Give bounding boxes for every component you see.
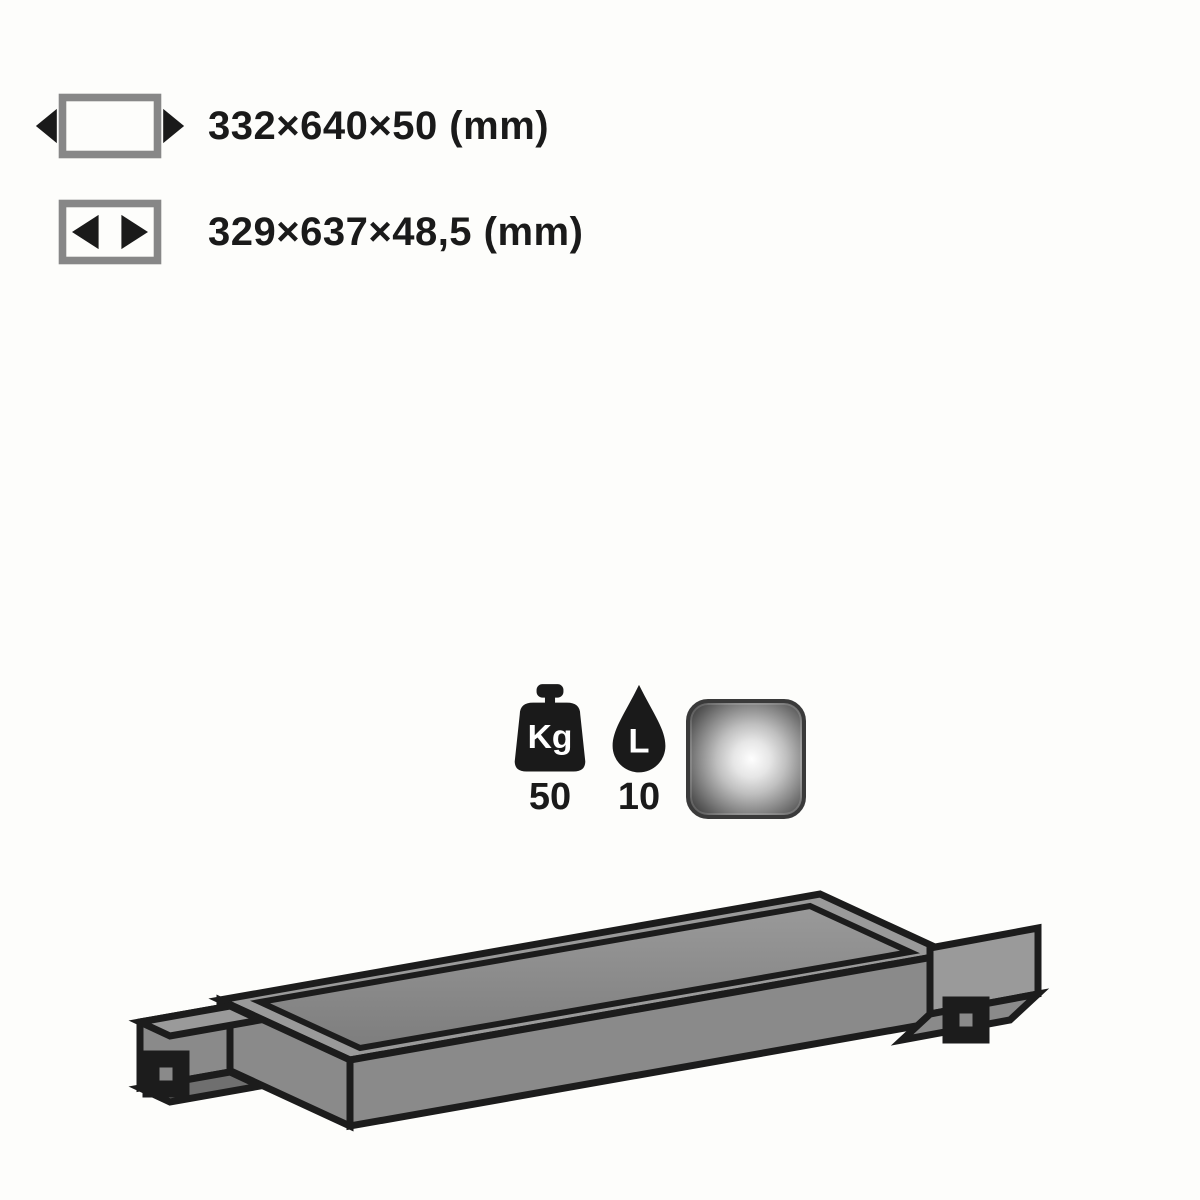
drop-icon: L bbox=[606, 680, 672, 774]
outer-dimension-icon bbox=[34, 90, 186, 162]
weight-value: 50 bbox=[529, 776, 571, 819]
inner-dimension-icon bbox=[34, 196, 186, 268]
weight-label: Kg bbox=[528, 719, 573, 756]
volume-badge: L 10 bbox=[606, 680, 672, 819]
weight-badge: Kg 50 bbox=[508, 680, 592, 819]
spec-outer-text: 332×640×50 (mm) bbox=[208, 104, 549, 149]
spec-row-inner: 329×637×48,5 (mm) bbox=[34, 196, 583, 268]
weight-icon: Kg bbox=[508, 680, 592, 774]
volume-label: L bbox=[628, 723, 649, 761]
badges-row: Kg 50 L 10 bbox=[508, 680, 806, 819]
volume-value: 10 bbox=[618, 776, 660, 819]
spec-inner-text: 329×637×48,5 (mm) bbox=[208, 210, 583, 255]
drawer-illustration bbox=[110, 850, 1050, 1175]
material-badge-steel-icon bbox=[686, 699, 806, 819]
spec-row-outer: 332×640×50 (mm) bbox=[34, 90, 549, 162]
